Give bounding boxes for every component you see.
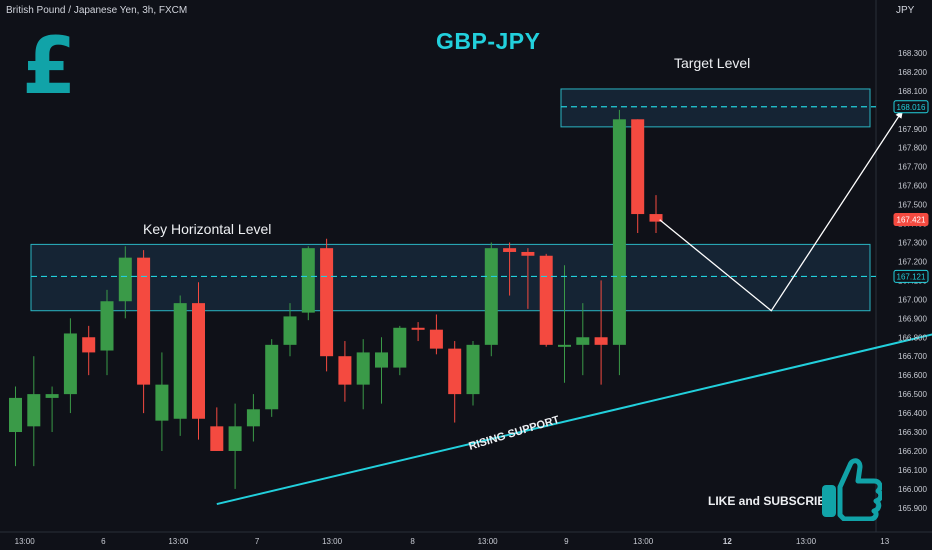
candle-body [539,255,553,345]
y-tick-label: 166.400 [898,409,927,418]
x-tick-label: 12 [723,537,732,546]
candle-body [246,409,260,427]
x-tick-label: 13:00 [478,537,499,546]
candle-body [466,344,480,395]
y-tick-label: 167.600 [898,182,927,191]
price-tag-box [893,100,929,114]
x-tick-label: 13:00 [168,537,189,546]
candle-body [393,327,407,368]
candle-body [45,394,59,398]
candle-body [155,384,169,421]
support-line [216,333,932,506]
x-tick-label: 13:00 [796,537,817,546]
x-tick-label: 7 [255,537,260,546]
candle-body [27,394,41,427]
y-tick-label: 167.000 [898,295,927,304]
y-tick-label: 167.500 [898,201,927,210]
x-tick-label: 13 [880,537,889,546]
y-tick-label: 166.500 [898,390,927,399]
zone-box [30,243,871,312]
y-tick-label: 166.200 [898,447,927,456]
candle-body [63,333,77,395]
candle-body [137,257,151,385]
price-tag-box [893,213,929,227]
y-tick-label: 167.800 [898,144,927,153]
pound-sign-icon: £ [22,22,77,112]
y-tick-label: 167.200 [898,257,927,266]
candle-body [192,303,205,419]
y-tick-label: 166.900 [898,314,927,323]
currency-unit: JPY [896,5,915,16]
price-tag-label: 167.121 [897,272,926,281]
price-tag-label: 168.016 [897,103,926,112]
y-tick-label: 167.700 [898,163,927,172]
chart-title: GBP-JPY [436,28,541,54]
y-tick-label: 166.100 [898,466,927,475]
candle-body [265,344,279,410]
candle-body [118,257,132,302]
candle-body [429,329,443,349]
y-tick-label: 166.300 [898,428,927,437]
candle-body [320,248,334,357]
candle-body [612,119,626,345]
candle-body [82,337,96,353]
candle-body [576,337,590,345]
x-tick-label: 13:00 [633,537,654,546]
x-tick-label: 13:00 [15,537,36,546]
candle-body [503,248,517,252]
x-tick-label: 13:00 [322,537,343,546]
candle-body [448,348,462,395]
candle-body [9,397,22,433]
candle-body [631,119,645,215]
y-tick-label: 168.100 [898,87,927,96]
y-tick-label: 165.900 [898,504,927,513]
support-label: RISING SUPPORT [467,414,561,453]
candle-body [228,426,242,451]
candle-body [411,327,425,330]
candle-body [484,248,498,345]
candle-body [100,301,114,351]
candle-body [594,337,608,345]
projection-path [659,109,904,312]
candle-body [338,356,352,385]
y-tick-label: 166.000 [898,485,927,494]
x-tick-label: 6 [101,537,106,546]
thumbs-up-icon [820,455,884,526]
x-tick-label: 8 [410,537,415,546]
x-tick-label: 9 [564,537,569,546]
zone-box [560,88,871,128]
y-tick-label: 166.800 [898,333,927,342]
candle-body [283,316,297,345]
candle-body [173,303,187,419]
candle-body [301,248,315,313]
y-tick-label: 167.300 [898,238,927,247]
key-level-label: Key Horizontal Level [143,221,272,237]
candle-body [375,352,388,368]
instrument-header: British Pound / Japanese Yen, 3h, FXCM [6,5,188,16]
price-tag-label: 167.421 [897,216,926,225]
candle-body [521,251,535,256]
target-level-label: Target Level [674,55,751,71]
candle-body [356,352,370,385]
y-tick-label: 168.300 [898,49,927,58]
y-tick-label: 166.700 [898,352,927,361]
subscribe-callout: LIKE and SUBSCRIBE [708,494,835,508]
y-tick-label: 168.200 [898,68,927,77]
y-tick-label: 167.900 [898,125,927,134]
price-tag-box [893,269,929,283]
candle-body [558,344,571,347]
candle-body [649,214,663,222]
candle-body [210,426,224,451]
y-tick-label: 166.600 [898,371,927,380]
